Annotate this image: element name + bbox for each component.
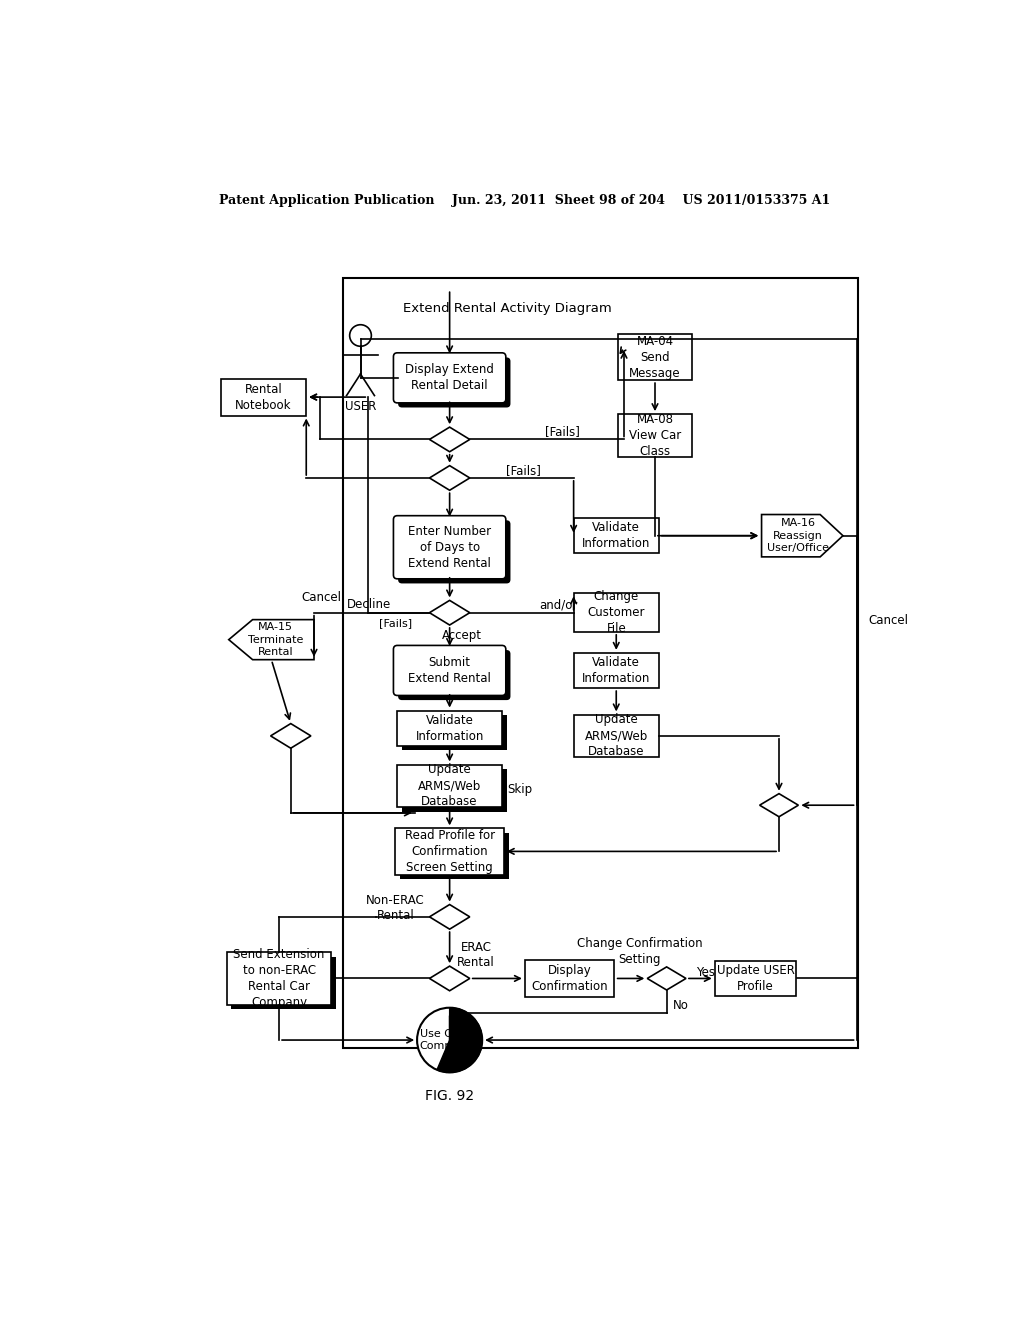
Bar: [226, 952, 332, 1005]
Bar: [618, 334, 692, 380]
FancyBboxPatch shape: [393, 645, 506, 696]
Bar: [573, 519, 658, 553]
Bar: [400, 833, 509, 879]
Text: MA-16
Reassign
User/Office: MA-16 Reassign User/Office: [767, 519, 829, 553]
Bar: [525, 960, 614, 997]
Text: Display
Confirmation: Display Confirmation: [531, 964, 608, 993]
Circle shape: [417, 1007, 482, 1072]
Text: [Fails]: [Fails]: [506, 463, 541, 477]
Text: MA-08
View Car
Class: MA-08 View Car Class: [629, 413, 681, 458]
Text: Validate
Information: Validate Information: [582, 521, 650, 550]
Polygon shape: [429, 966, 470, 991]
FancyBboxPatch shape: [398, 520, 510, 583]
Text: Use Case
Complete: Use Case Complete: [419, 1030, 472, 1051]
Polygon shape: [760, 793, 799, 817]
FancyBboxPatch shape: [393, 516, 506, 578]
Text: Update
ARMS/Web
Database: Update ARMS/Web Database: [585, 713, 648, 759]
Text: Update USER
Profile: Update USER Profile: [717, 964, 795, 993]
Text: Change Confirmation
Setting: Change Confirmation Setting: [577, 937, 702, 965]
Text: No: No: [673, 999, 689, 1012]
Text: MA-04
Send
Message: MA-04 Send Message: [629, 334, 681, 380]
Text: Yes: Yes: [696, 966, 715, 979]
Polygon shape: [429, 466, 470, 490]
Polygon shape: [647, 966, 686, 990]
Text: Change
Customer
File: Change Customer File: [588, 590, 645, 635]
Text: Accept: Accept: [442, 630, 482, 643]
Bar: [402, 770, 507, 812]
Bar: [343, 277, 858, 1048]
Bar: [231, 957, 336, 1010]
Bar: [395, 829, 504, 874]
Polygon shape: [437, 1007, 482, 1072]
Text: Cancel: Cancel: [301, 591, 341, 603]
Text: ERAC
Rental: ERAC Rental: [458, 941, 496, 969]
Polygon shape: [270, 723, 311, 748]
Text: Read Profile for
Confirmation
Screen Setting: Read Profile for Confirmation Screen Set…: [404, 829, 495, 874]
Text: USER: USER: [345, 400, 376, 413]
Bar: [618, 414, 692, 457]
FancyBboxPatch shape: [398, 649, 510, 700]
Text: Rental
Notebook: Rental Notebook: [236, 383, 292, 412]
Text: Decline: Decline: [347, 598, 391, 611]
Text: Display Extend
Rental Detail: Display Extend Rental Detail: [406, 363, 494, 392]
Text: Update
ARMS/Web
Database: Update ARMS/Web Database: [418, 763, 481, 808]
Text: Submit
Extend Rental: Submit Extend Rental: [409, 656, 492, 685]
Bar: [573, 714, 658, 758]
Text: [Fails]: [Fails]: [545, 425, 580, 438]
Text: and/or: and/or: [539, 598, 578, 611]
Text: Non-ERAC
Rental: Non-ERAC Rental: [366, 894, 425, 921]
Text: Cancel: Cancel: [868, 614, 908, 627]
FancyBboxPatch shape: [393, 352, 506, 403]
Text: Validate
Information: Validate Information: [416, 714, 483, 743]
Text: [Fails]: [Fails]: [379, 619, 412, 628]
Text: Extend Rental Activity Diagram: Extend Rental Activity Diagram: [403, 302, 612, 315]
Bar: [715, 961, 797, 995]
Bar: [397, 711, 502, 746]
Text: Validate
Information: Validate Information: [582, 656, 650, 685]
Text: MA-15
Terminate
Rental: MA-15 Terminate Rental: [248, 622, 303, 657]
Bar: [573, 594, 658, 632]
Polygon shape: [429, 601, 470, 626]
Text: Skip: Skip: [508, 783, 532, 796]
Polygon shape: [228, 619, 314, 660]
Text: Send Extension
to non-ERAC
Rental Car
Company: Send Extension to non-ERAC Rental Car Co…: [233, 948, 325, 1008]
Bar: [402, 715, 507, 750]
FancyBboxPatch shape: [398, 358, 510, 408]
Bar: [573, 653, 658, 688]
Bar: [221, 379, 306, 416]
Polygon shape: [429, 428, 470, 451]
Bar: [397, 764, 502, 807]
Text: Patent Application Publication    Jun. 23, 2011  Sheet 98 of 204    US 2011/0153: Patent Application Publication Jun. 23, …: [219, 194, 830, 207]
Text: Enter Number
of Days to
Extend Rental: Enter Number of Days to Extend Rental: [408, 525, 492, 570]
Polygon shape: [762, 515, 843, 557]
Polygon shape: [429, 904, 470, 929]
Text: FIG. 92: FIG. 92: [425, 1089, 474, 1104]
